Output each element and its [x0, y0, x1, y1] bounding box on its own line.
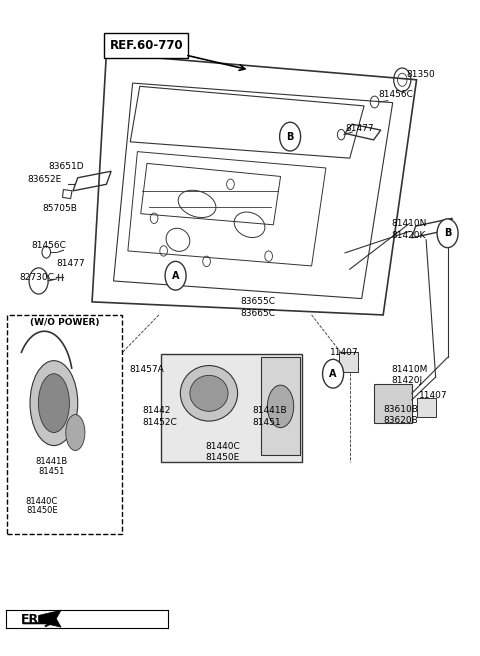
Bar: [417, 398, 436, 417]
Text: 83620B: 83620B: [383, 417, 418, 425]
Text: A: A: [329, 369, 337, 379]
Text: 81457A: 81457A: [129, 365, 164, 374]
Text: 81452C: 81452C: [142, 418, 177, 426]
Text: 85705B: 85705B: [42, 204, 77, 213]
Circle shape: [280, 122, 300, 151]
Text: 81456C: 81456C: [378, 91, 413, 99]
Text: 81350: 81350: [406, 70, 435, 79]
Ellipse shape: [38, 374, 70, 432]
Text: 81450E: 81450E: [205, 453, 240, 462]
Bar: [339, 352, 359, 372]
Circle shape: [165, 261, 186, 290]
Text: 83651D: 83651D: [48, 161, 84, 171]
Text: 81451: 81451: [38, 467, 65, 476]
Ellipse shape: [30, 361, 78, 445]
Polygon shape: [262, 358, 300, 455]
Text: 83655C: 83655C: [240, 297, 275, 306]
Ellipse shape: [180, 365, 238, 421]
Text: 81420K: 81420K: [392, 231, 426, 239]
Text: 81451: 81451: [252, 418, 280, 426]
Text: 11407: 11407: [419, 391, 447, 400]
Text: 83652E: 83652E: [28, 174, 62, 184]
Text: 81477: 81477: [56, 260, 85, 268]
Text: 81442: 81442: [142, 407, 170, 415]
Text: 81440C: 81440C: [26, 497, 58, 506]
Text: 83665C: 83665C: [240, 309, 275, 318]
FancyBboxPatch shape: [104, 33, 188, 58]
Text: REF.60-770: REF.60-770: [110, 39, 184, 52]
Polygon shape: [38, 610, 61, 627]
Text: 81477: 81477: [345, 123, 373, 133]
Text: 81456C: 81456C: [31, 241, 66, 249]
Text: (W/O POWER): (W/O POWER): [30, 318, 99, 327]
Circle shape: [323, 359, 344, 388]
Ellipse shape: [66, 415, 85, 451]
Ellipse shape: [267, 385, 294, 428]
Text: 11407: 11407: [330, 348, 359, 358]
Text: 81410N: 81410N: [392, 219, 427, 228]
Text: 83610B: 83610B: [383, 405, 418, 414]
Text: A: A: [172, 271, 180, 281]
Ellipse shape: [190, 375, 228, 411]
Text: B: B: [287, 132, 294, 142]
Polygon shape: [161, 354, 302, 462]
Text: 82730C: 82730C: [20, 272, 54, 281]
Text: 81441B: 81441B: [36, 457, 68, 466]
Polygon shape: [373, 384, 412, 422]
Text: 81440C: 81440C: [205, 442, 240, 451]
Text: 81441B: 81441B: [252, 407, 287, 415]
Text: 81420J: 81420J: [392, 377, 423, 386]
Text: B: B: [444, 228, 451, 238]
Text: FR.: FR.: [21, 613, 44, 626]
Text: 81450E: 81450E: [26, 506, 58, 516]
Bar: [7, 315, 121, 534]
Circle shape: [437, 219, 458, 248]
Text: 81410M: 81410M: [392, 365, 428, 374]
